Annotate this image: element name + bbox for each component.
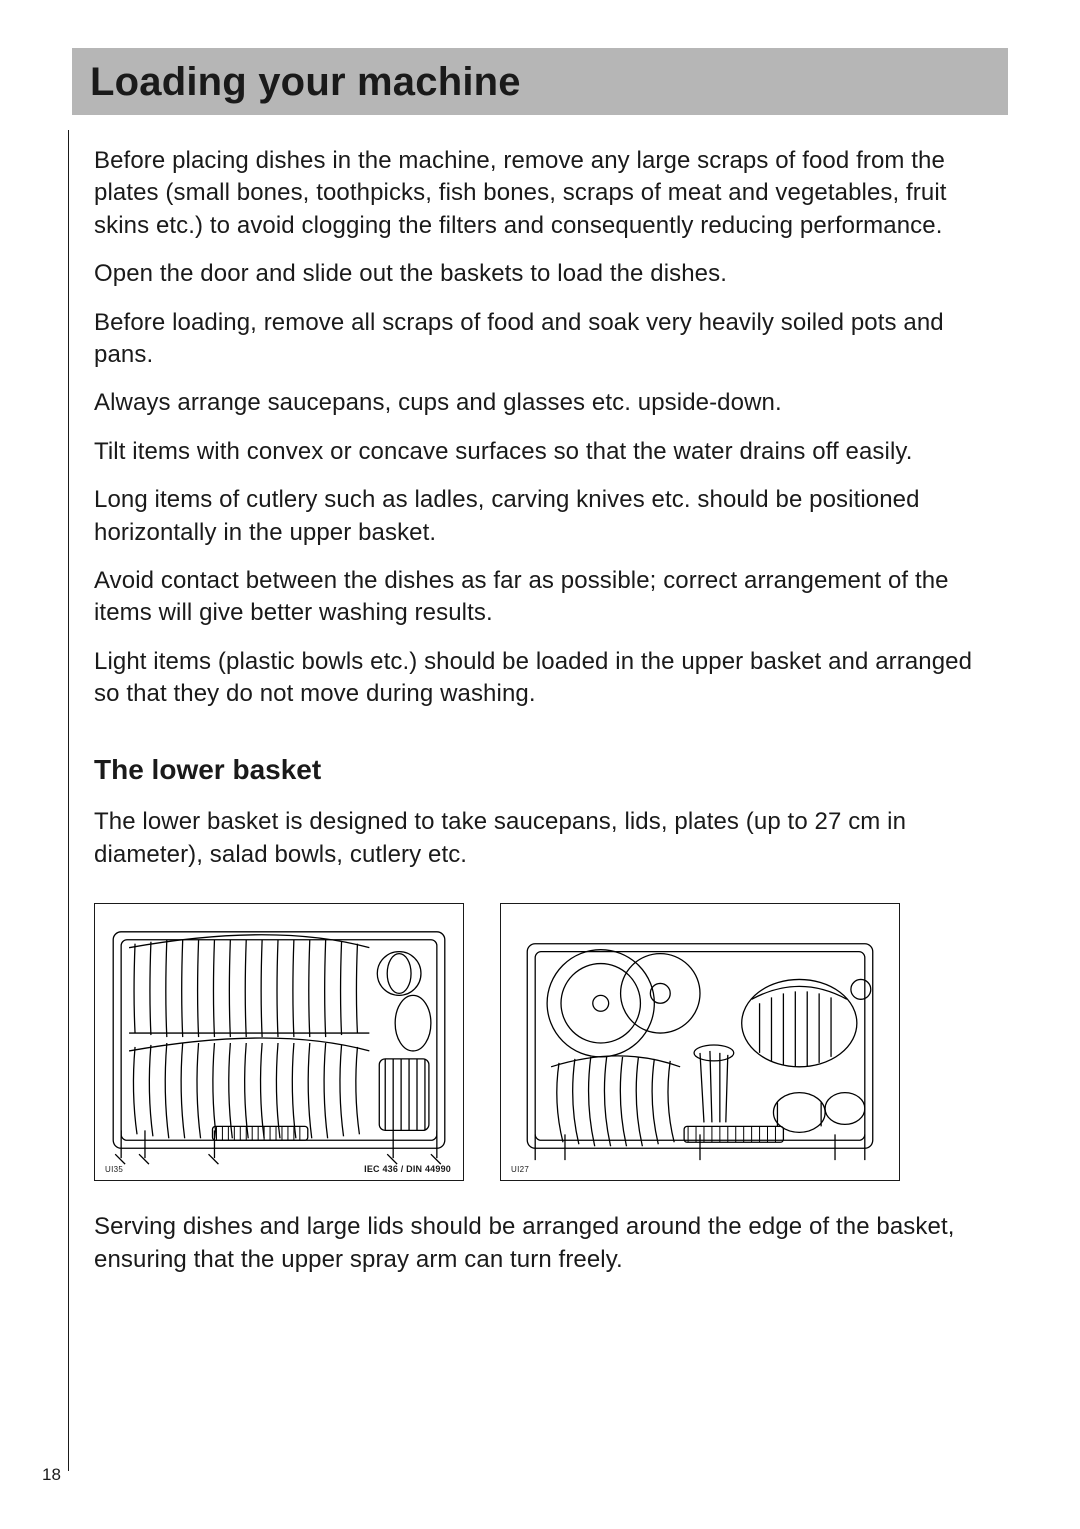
page-number: 18	[42, 1465, 61, 1485]
body-content: Before placing dishes in the machine, re…	[72, 145, 1008, 1276]
figure-id-label: UI35	[105, 1165, 123, 1174]
paragraph: Avoid contact between the dishes as far …	[94, 565, 1004, 630]
manual-page: Loading your machine Before placing dish…	[0, 0, 1080, 1529]
page-title: Loading your machine	[90, 60, 990, 105]
paragraph: Before loading, remove all scraps of foo…	[94, 307, 1004, 372]
paragraph: Before placing dishes in the machine, re…	[94, 145, 1004, 242]
section-heading: The lower basket	[94, 754, 1004, 786]
paragraph: Open the door and slide out the baskets …	[94, 258, 1004, 290]
figure-lower-basket-2: UI27	[500, 903, 900, 1181]
paragraph: Light items (plastic bowls etc.) should …	[94, 646, 1004, 711]
paragraph: Always arrange saucepans, cups and glass…	[94, 387, 1004, 419]
paragraph: The lower basket is designed to take sau…	[94, 806, 1004, 871]
paragraph: Long items of cutlery such as ladles, ca…	[94, 484, 1004, 549]
figure-standard-label: IEC 436 / DIN 44990	[364, 1164, 451, 1174]
paragraph: Tilt items with convex or concave surfac…	[94, 436, 1004, 468]
figure-lower-basket-1: UI35 IEC 436 / DIN 44990	[94, 903, 464, 1181]
vertical-rule	[68, 130, 69, 1471]
figure-row: UI35 IEC 436 / DIN 44990	[94, 903, 1004, 1181]
figure-id-label: UI27	[511, 1165, 529, 1174]
paragraph: Serving dishes and large lids should be …	[94, 1211, 1004, 1276]
basket-illustration-icon	[95, 904, 463, 1180]
title-bar: Loading your machine	[72, 48, 1008, 115]
basket-illustration-icon	[501, 904, 899, 1180]
